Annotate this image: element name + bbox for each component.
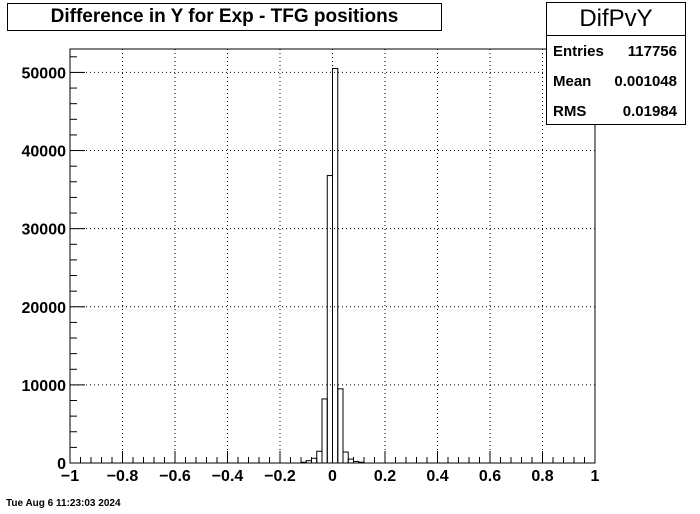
stats-value: 117756	[627, 42, 677, 60]
histogram-bin	[326, 175, 333, 464]
stats-label: RMS	[553, 102, 587, 120]
histogram-bin	[342, 451, 349, 464]
y-axis: 0 10000 20000 30000 40000 50000	[22, 56, 85, 473]
stats-row-mean: Mean 0.001048	[547, 66, 685, 96]
stats-row-rms: RMS 0.01984	[547, 96, 685, 126]
x-tick-label: 0.2	[374, 468, 396, 485]
x-axis: −1 −0.8 −0.6 −0.4 −0.2 0 0.2 0.4 0.6 0.8 1	[61, 451, 600, 485]
stats-label: Entries	[553, 42, 604, 60]
histogram-bin	[316, 450, 323, 464]
x-tick-label: 1	[591, 468, 600, 485]
x-tick-label: 0.8	[531, 468, 553, 485]
stats-label: Mean	[553, 72, 592, 90]
x-tick-label: −1	[61, 468, 79, 485]
y-tick-label: 0	[57, 456, 66, 473]
stats-value: 0.001048	[614, 72, 677, 90]
stats-value: 0.01984	[622, 102, 677, 120]
stats-histogram-name: DifPvY	[547, 3, 685, 36]
chart-title: Difference in Y for Exp - TFG positions	[7, 3, 442, 31]
x-tick-label: 0.6	[479, 468, 501, 485]
x-tick-label: 0.4	[426, 468, 448, 485]
y-tick-label: 40000	[22, 144, 67, 161]
chart-title-text: Difference in Y for Exp - TFG positions	[50, 6, 399, 27]
stats-box: DifPvY Entries 117756 Mean 0.001048 RMS …	[546, 2, 686, 125]
histogram-bin	[347, 458, 354, 464]
y-tick-label: 30000	[22, 222, 67, 239]
histogram-bin	[337, 388, 344, 464]
x-tick-label: 0	[328, 468, 337, 485]
histogram-bin	[311, 457, 318, 464]
x-tick-label: −0.8	[107, 468, 139, 485]
y-tick-label: 10000	[22, 378, 67, 395]
stats-row-entries: Entries 117756	[547, 36, 685, 66]
x-tick-label: −0.6	[159, 468, 191, 485]
histogram-bars	[300, 68, 365, 464]
x-tick-label: −0.4	[212, 468, 244, 485]
histogram-bin	[332, 68, 339, 464]
histogram-bin	[321, 398, 328, 464]
y-tick-label: 50000	[22, 65, 67, 82]
x-tick-label: −0.2	[264, 468, 296, 485]
y-tick-label: 20000	[22, 300, 67, 317]
timestamp: Tue Aug 6 11:23:03 2024	[6, 498, 121, 509]
